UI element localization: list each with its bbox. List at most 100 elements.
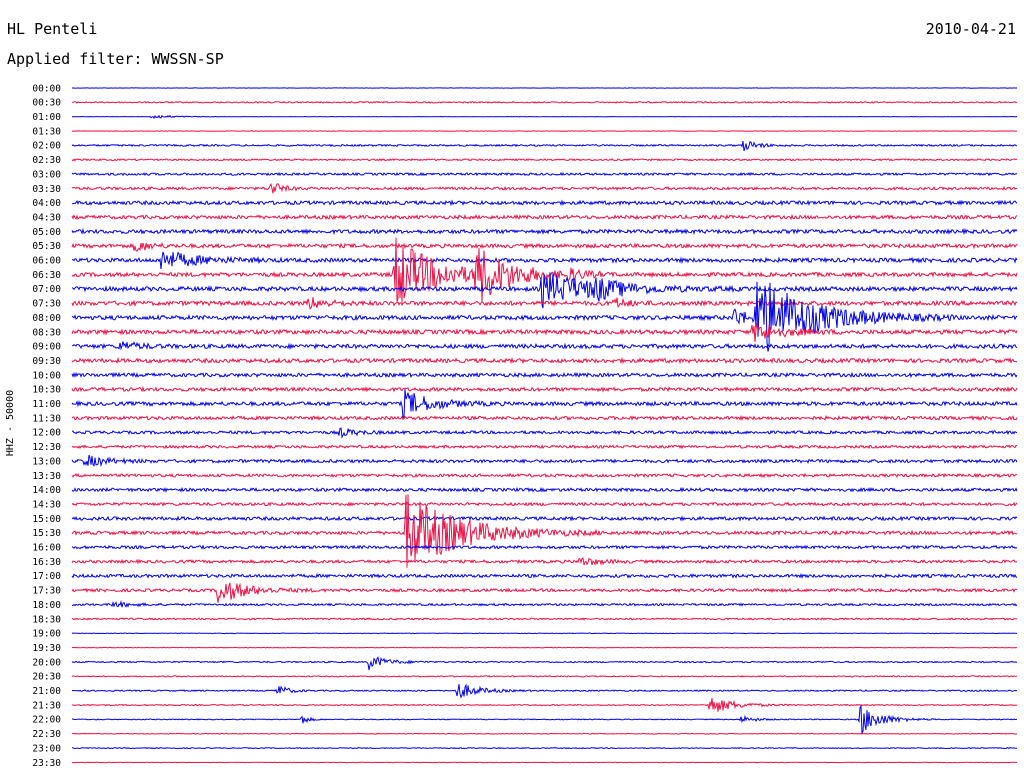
row-label: 15:30: [32, 528, 61, 539]
trace-line: [71, 141, 1018, 152]
row-label: 17:00: [32, 571, 61, 582]
trace-line: [71, 544, 1018, 550]
trace-line: [71, 100, 1018, 104]
row-label: 17:30: [32, 586, 61, 597]
row-label: 22:30: [32, 729, 61, 740]
row-label: 19:30: [32, 643, 61, 654]
trace-line: [71, 683, 1018, 699]
trace-line: [72, 114, 1018, 119]
record-date: 2010-04-21: [925, 20, 1016, 38]
trace-line: [72, 704, 1017, 735]
trace-line: [72, 199, 1018, 207]
row-label: 02:30: [32, 155, 61, 166]
row-label: 09:00: [32, 342, 61, 353]
traces: [71, 87, 1018, 764]
row-label: 03:00: [32, 169, 61, 180]
trace-line: [71, 656, 1018, 671]
trace-line: [71, 242, 1018, 252]
row-label: 11:00: [32, 399, 61, 410]
trace-line: [71, 130, 1018, 132]
trace-line: [71, 427, 1018, 439]
trace-line: [71, 444, 1018, 450]
trace-line: [71, 632, 1018, 635]
trace-line: [71, 297, 1018, 310]
row-label: 20:30: [32, 672, 61, 683]
trace-line: [71, 494, 1018, 568]
trace-line: [72, 599, 1018, 608]
row-label: 14:30: [32, 499, 61, 510]
trace-line: [71, 675, 1018, 678]
trace-line: [72, 732, 1018, 735]
trace-line: [72, 761, 1018, 764]
row-label: 07:30: [32, 299, 61, 310]
row-label: 12:30: [32, 442, 61, 453]
trace-line: [71, 385, 1018, 393]
row-label: 04:30: [32, 212, 61, 223]
row-label: 21:00: [32, 686, 61, 697]
row-label: 12:00: [32, 428, 61, 439]
trace-line: [71, 157, 1018, 162]
row-label: 18:30: [32, 614, 61, 625]
trace-line: [71, 356, 1018, 365]
row-label: 01:30: [32, 126, 61, 137]
row-label: 21:30: [32, 700, 61, 711]
trace-line: [71, 371, 1018, 379]
trace-line: [71, 454, 1018, 468]
row-label: 10:00: [32, 370, 61, 381]
applied-filter: Applied filter: WWSSN-SP: [7, 50, 224, 68]
trace-line: [71, 515, 1018, 522]
trace-line: [71, 646, 1018, 649]
row-label: 13:30: [32, 471, 61, 482]
row-label: 15:00: [32, 514, 61, 525]
row-label: 16:00: [32, 543, 61, 554]
trace-line: [71, 582, 1018, 603]
trace-line: [71, 414, 1018, 422]
trace-line: [71, 182, 1018, 194]
trace-line: [71, 281, 1018, 352]
row-label: 16:30: [32, 557, 61, 568]
row-label: 08:00: [32, 313, 61, 324]
row-label: 10:30: [32, 385, 61, 396]
trace-line: [71, 572, 1018, 579]
trace-line: [71, 486, 1018, 493]
row-label: 11:30: [32, 413, 61, 424]
trace-line: [71, 697, 1018, 712]
trace-line: [71, 227, 1018, 236]
trace-line: [71, 213, 1018, 221]
row-label: 06:00: [32, 256, 61, 267]
row-label: 05:30: [32, 241, 61, 252]
trace-line: [71, 172, 1018, 177]
row-label: 01:00: [32, 112, 61, 123]
trace-line: [71, 251, 1018, 269]
row-label: 20:00: [32, 657, 61, 668]
trace-line: [71, 617, 1018, 621]
row-label: 00:30: [32, 98, 61, 109]
row-label: 18:00: [32, 600, 61, 611]
trace-line: [71, 557, 1018, 566]
trace-line: [71, 472, 1018, 479]
row-label: 09:30: [32, 356, 61, 367]
row-label: 23:00: [32, 743, 61, 754]
row-label: 07:00: [32, 284, 61, 295]
row-label: 00:00: [32, 83, 61, 94]
row-label: 14:00: [32, 485, 61, 496]
trace-line: [71, 272, 1018, 309]
trace-line: [71, 389, 1018, 420]
trace-line: [71, 501, 1018, 507]
row-label: 04:00: [32, 198, 61, 209]
row-label: 23:30: [32, 758, 61, 769]
row-label: 06:30: [32, 270, 61, 281]
row-labels: 00:00 00:30 01:00 01:30 02:00 02:30 03:00 03:30…: [32, 83, 61, 768]
row-label: 05:00: [32, 227, 61, 238]
row-label: 02:00: [32, 141, 61, 152]
trace-line: [72, 747, 1018, 750]
trace-line: [71, 341, 1018, 351]
row-label: 08:30: [32, 327, 61, 338]
row-label: 03:30: [32, 184, 61, 195]
row-label: 13:00: [32, 456, 61, 467]
station-name: HL Penteli: [7, 20, 98, 38]
trace-line: [71, 323, 1018, 342]
row-label: 22:00: [32, 715, 61, 726]
row-label: 19:00: [32, 629, 61, 640]
